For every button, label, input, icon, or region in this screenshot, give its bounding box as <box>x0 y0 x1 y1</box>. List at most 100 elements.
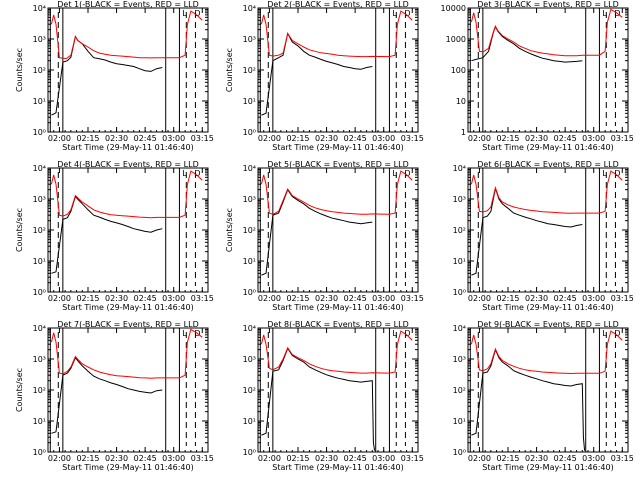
marker-letter: D <box>194 169 200 178</box>
y-tick-label: 10⁰ <box>243 288 256 297</box>
x-tick-label: 03:15 <box>191 134 214 143</box>
marker-letter: L <box>602 9 607 18</box>
y-tick-label: 10⁴ <box>243 164 256 173</box>
x-tick-label: 03:15 <box>191 294 214 303</box>
y-tick-label: 10⁴ <box>33 164 46 173</box>
y-tick-label: 100 <box>451 66 466 75</box>
series-line-lld <box>260 10 413 58</box>
x-tick-label: 02:15 <box>76 294 99 303</box>
panel-title: Det 5(-BLACK = Events, RED = LLD <box>267 160 408 169</box>
x-tick-label: 03:15 <box>191 454 214 463</box>
plot-frame <box>257 167 419 293</box>
series-line-lld <box>50 328 203 379</box>
chart-panel-3: Det 3(-BLACK = Events, RED = LLD 1 10 100 10… <box>441 0 634 152</box>
marker-letter: D <box>194 9 200 18</box>
x-tick-label: 03:15 <box>611 454 634 463</box>
y-tick-label: 10⁴ <box>33 324 46 333</box>
series-line-lld <box>470 330 623 375</box>
x-tick-label: 03:15 <box>401 294 424 303</box>
series-line-events <box>261 347 376 451</box>
marker-letter: L <box>602 329 607 338</box>
panel-title: Det 6(-BLACK = Events, RED = LLD <box>477 160 618 169</box>
y-tick-label: 10⁴ <box>33 4 46 13</box>
series-line-events <box>51 356 163 434</box>
x-tick-label: 02:15 <box>286 134 309 143</box>
y-tick-label: 10² <box>33 386 46 395</box>
x-tick-label: 02:30 <box>315 294 338 303</box>
marker-letter: L <box>392 9 397 18</box>
x-tick-label: 02:30 <box>525 454 548 463</box>
y-axis-label: Counts/sec <box>15 48 24 92</box>
x-tick-label: 02:00 <box>258 294 281 303</box>
x-tick-label: 02:00 <box>48 454 71 463</box>
series-line-lld <box>470 170 623 214</box>
series-line-lld <box>50 10 203 60</box>
y-tick-label: 10000 <box>441 4 466 13</box>
series-line-lld <box>50 170 203 219</box>
x-tick-label: 03:00 <box>162 454 185 463</box>
y-tick-label: 10³ <box>453 195 466 204</box>
x-tick-label: 02:30 <box>315 454 338 463</box>
plot-frame <box>467 167 629 293</box>
x-tick-label: 02:45 <box>344 134 367 143</box>
y-tick-label: 10¹ <box>33 257 46 266</box>
panel-title: Det 4(-BLACK = Events, RED = LLD <box>57 160 198 169</box>
chart-panel-1: Det 1(-BLACK = Events, RED = LLD 10⁰ 10¹ 10… <box>15 0 214 152</box>
x-tick-label: 02:15 <box>76 454 99 463</box>
x-tick-label: 02:30 <box>525 134 548 143</box>
x-tick-label: 02:45 <box>344 454 367 463</box>
chart-panel-8: Det 8(-BLACK = Events, RED = LLD 10⁰ 10¹ 10… <box>243 320 424 472</box>
y-tick-label: 10⁴ <box>453 164 466 173</box>
y-tick-label: 10² <box>243 386 256 395</box>
y-tick-label: 10⁴ <box>453 324 466 333</box>
x-axis-label: Start Time (29-May-11 01:46:40) <box>62 143 193 152</box>
x-tick-label: 03:15 <box>611 294 634 303</box>
x-tick-label: 02:30 <box>105 454 128 463</box>
marker-letter: L <box>182 9 187 18</box>
x-tick-label: 02:30 <box>105 134 128 143</box>
plot-frame <box>47 167 209 293</box>
x-tick-label: 02:00 <box>258 134 281 143</box>
y-tick-label: 10³ <box>243 355 256 364</box>
plot-frame <box>47 7 209 133</box>
marker-letter: D <box>404 169 410 178</box>
x-tick-label: 02:45 <box>134 454 157 463</box>
y-tick-label: 1000 <box>446 35 466 44</box>
x-tick-label: 02:00 <box>468 134 491 143</box>
marker-letter: L <box>182 169 187 178</box>
marker-letter: L <box>182 329 187 338</box>
x-axis-label: Start Time (29-May-11 01:46:40) <box>482 463 613 472</box>
x-tick-label: 02:00 <box>468 294 491 303</box>
panel-title: Det 7(-BLACK = Events, RED = LLD <box>57 320 198 329</box>
x-tick-label: 02:30 <box>525 294 548 303</box>
y-tick-label: 10² <box>33 226 46 235</box>
y-tick-label: 10² <box>453 386 466 395</box>
y-tick-label: 10² <box>33 66 46 75</box>
y-tick-label: 10² <box>243 226 256 235</box>
x-tick-label: 03:15 <box>611 134 634 143</box>
y-tick-label: 10² <box>243 66 256 75</box>
x-tick-label: 02:15 <box>286 294 309 303</box>
x-tick-label: 02:30 <box>315 134 338 143</box>
x-tick-label: 02:45 <box>554 294 577 303</box>
y-tick-label: 10¹ <box>243 257 256 266</box>
y-tick-label: 10¹ <box>33 97 46 106</box>
marker-letter: L <box>602 169 607 178</box>
chart-panel-2: Det 2(-BLACK = Events, RED = LLD 10⁰ 10¹ 10… <box>225 0 424 152</box>
marker-letter: D <box>614 329 620 338</box>
x-tick-label: 02:45 <box>134 294 157 303</box>
x-tick-label: 03:00 <box>372 294 395 303</box>
plot-frame <box>467 7 629 133</box>
chart-panel-6: Det 6(-BLACK = Events, RED = LLD 10⁰ 10¹ 10… <box>453 160 634 312</box>
panel-title: Det 9(-BLACK = Events, RED = LLD <box>477 320 618 329</box>
y-tick-label: 10³ <box>33 35 46 44</box>
x-tick-label: 03:00 <box>582 134 605 143</box>
x-tick-label: 02:15 <box>496 134 519 143</box>
x-tick-label: 03:00 <box>162 294 185 303</box>
chart-panel-5: Det 5(-BLACK = Events, RED = LLD 10⁰ 10¹ 10… <box>225 160 424 312</box>
x-tick-label: 02:00 <box>48 134 71 143</box>
y-tick-label: 10¹ <box>33 417 46 426</box>
y-axis-label: Counts/sec <box>15 368 24 412</box>
series-line-lld <box>260 170 413 215</box>
